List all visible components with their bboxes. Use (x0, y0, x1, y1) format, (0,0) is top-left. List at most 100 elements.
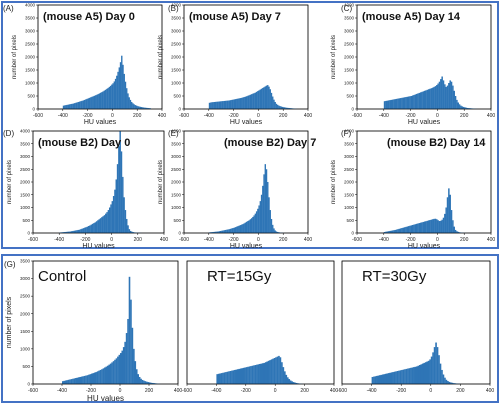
histogram-bar (234, 370, 236, 384)
histogram-bar (97, 220, 98, 233)
x-tick-label: -600 (352, 113, 362, 119)
histogram-bar (133, 104, 134, 109)
histogram-bar (239, 226, 240, 233)
histogram-bar (261, 89, 262, 109)
histogram-bar (388, 373, 390, 384)
y-tick-label: 3500 (20, 141, 31, 146)
histogram-bar (247, 367, 249, 384)
histogram-bar (218, 374, 220, 384)
histogram-bar (94, 96, 95, 109)
histogram-bar (440, 221, 441, 233)
histogram-bar (112, 201, 113, 233)
histogram-bar (82, 376, 84, 384)
histogram-bar (98, 94, 99, 109)
histogram-bar (129, 229, 130, 233)
panel-label: (A) (3, 4, 14, 13)
histogram-bar (104, 367, 106, 384)
histogram-bar (403, 98, 404, 109)
histogram-bar (99, 219, 100, 233)
histogram-bar (65, 105, 66, 109)
histogram-bar (246, 96, 247, 109)
histogram-bar (100, 93, 101, 109)
x-axis-label: HU values (408, 243, 441, 250)
histogram-bar (278, 356, 280, 384)
chart-title: (mouse B2) Day 0 (38, 137, 130, 149)
y-tick-label: 1000 (171, 205, 182, 210)
histogram-bar (222, 373, 224, 384)
histogram-bar (137, 374, 139, 384)
histogram-bar (260, 201, 261, 233)
histogram-bar (72, 379, 74, 384)
histogram-bar (140, 379, 142, 384)
histogram-bar (250, 95, 251, 109)
panel-label: (G) (4, 260, 16, 269)
histogram-bar (407, 226, 408, 233)
histogram-bar (229, 100, 230, 109)
histogram-bar (417, 223, 418, 233)
histogram-bar (63, 381, 65, 384)
histogram-bar (435, 86, 436, 109)
histogram-bar (433, 219, 434, 233)
histogram-bar (399, 229, 400, 233)
histogram-bar (110, 204, 111, 233)
histogram-bar (409, 96, 410, 109)
histogram-bar (99, 93, 100, 109)
histogram-bar (130, 100, 131, 109)
x-tick-label: 0 (429, 388, 432, 394)
histogram-bar (96, 95, 97, 109)
histogram-bar (83, 100, 84, 109)
histogram-bar (452, 220, 453, 233)
histogram-bar (378, 376, 380, 384)
histogram-bar (391, 372, 393, 384)
histogram-bar (85, 376, 87, 384)
y-tick-label: 500 (346, 94, 354, 99)
histogram-bar (88, 226, 89, 233)
histogram-bar (388, 100, 389, 109)
histogram-bar (117, 164, 118, 233)
histogram-bar (443, 218, 444, 233)
histogram-bar (241, 368, 243, 384)
y-tick-label: 2000 (171, 55, 182, 60)
y-tick-label: 3500 (171, 141, 182, 146)
histogram-bar (130, 300, 132, 384)
histogram-bar (420, 92, 421, 109)
histogram-bar (397, 371, 399, 384)
y-tick-label: 500 (346, 218, 354, 223)
histogram-bar (227, 229, 228, 233)
histogram-bar (106, 89, 107, 109)
histogram-bar (441, 77, 442, 110)
histogram-bar (404, 97, 405, 109)
y-tick-label: 500 (27, 94, 35, 99)
histogram-bar (409, 226, 410, 233)
y-axis-label: number of pixels (331, 35, 337, 79)
histogram-bar (95, 222, 96, 233)
histogram-bar (408, 97, 409, 109)
histogram-bar (220, 101, 221, 109)
y-axis-label: number of pixels (7, 160, 13, 204)
histogram-bar (133, 349, 135, 384)
histogram-bar (215, 102, 216, 109)
histogram-bar (261, 364, 263, 384)
histogram-bar (79, 377, 81, 384)
histogram-bar (108, 365, 110, 384)
histogram-bar (68, 380, 70, 384)
histogram-bar (416, 94, 417, 109)
histogram-bar (383, 374, 385, 384)
histogram-bar (441, 370, 443, 384)
panel-label: (C) (341, 4, 352, 13)
histogram-bar (232, 228, 233, 233)
histogram-bar (222, 230, 223, 233)
y-tick-label: 3500 (344, 16, 355, 21)
histogram-bar (73, 104, 74, 109)
histogram-bar (265, 164, 266, 233)
x-tick-label: 0 (274, 388, 277, 394)
histogram-bar (452, 86, 453, 109)
histogram-bar (125, 210, 126, 233)
histogram-bar (278, 106, 279, 109)
histogram-bar (92, 373, 94, 384)
histogram-bar (132, 103, 133, 109)
histogram-bar (262, 363, 264, 384)
histogram-bar (399, 98, 400, 109)
y-tick-label: 3500 (20, 259, 31, 264)
histogram-bar (114, 360, 116, 384)
